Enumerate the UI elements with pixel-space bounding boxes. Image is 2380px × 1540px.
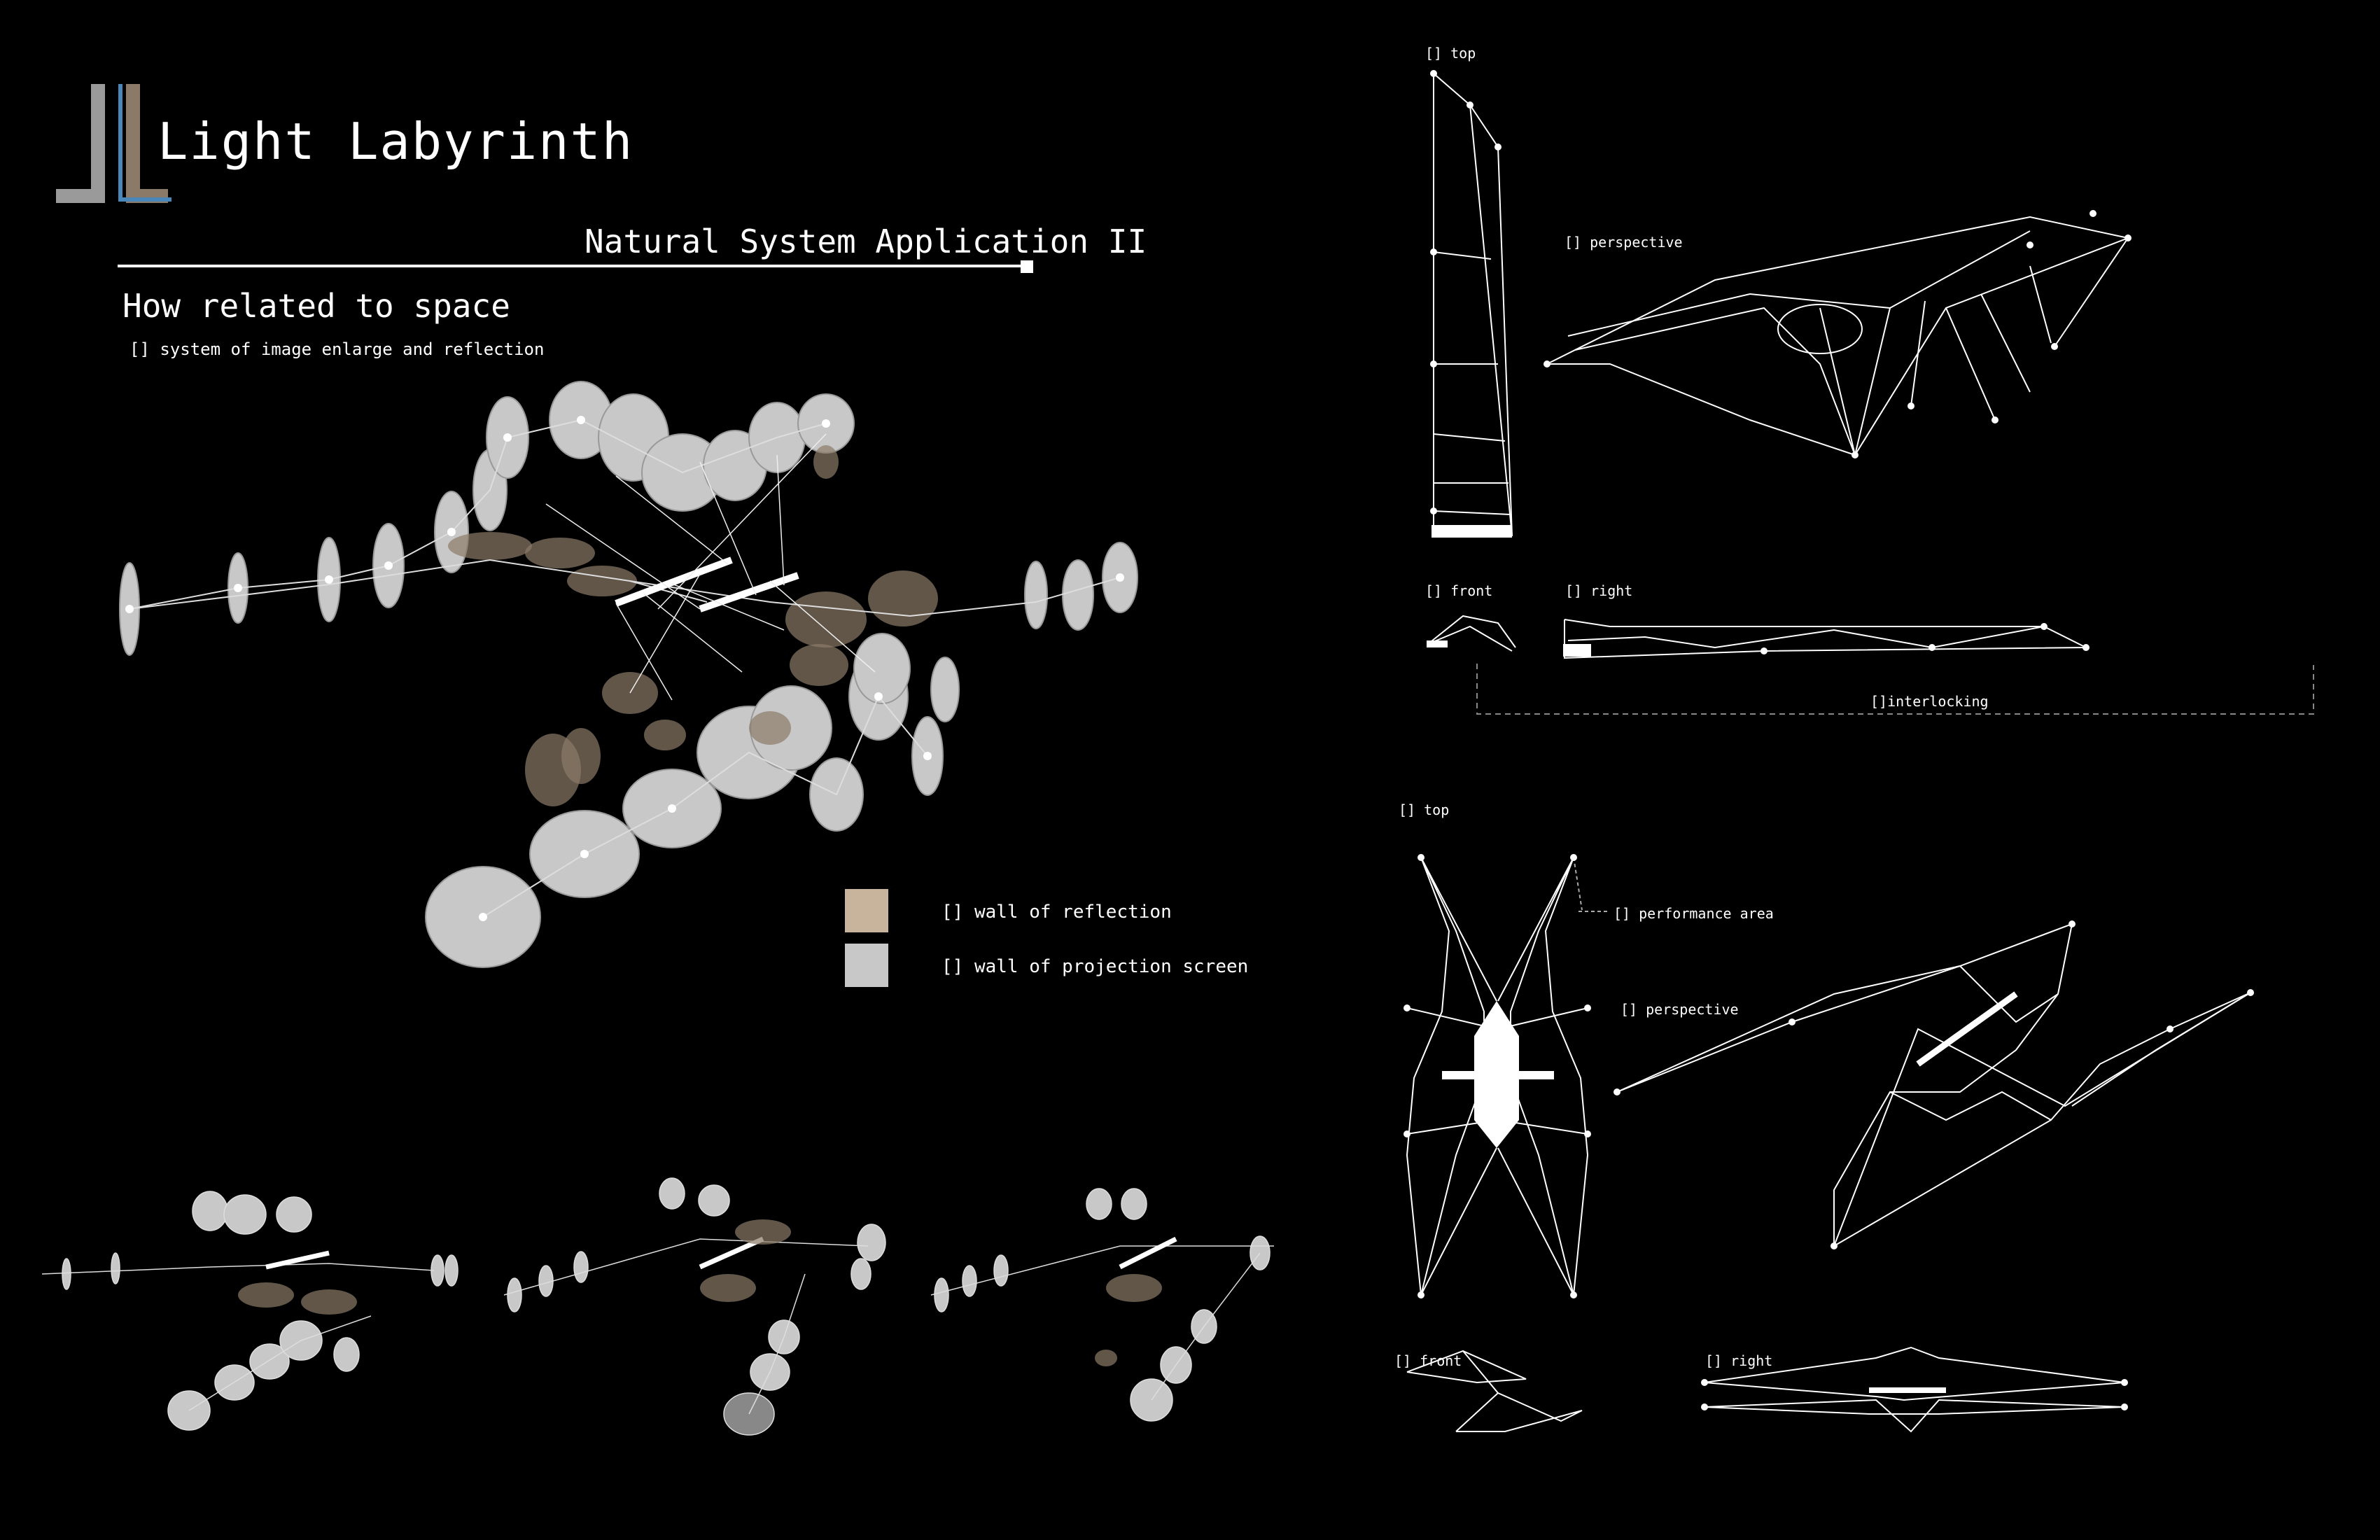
lower-front-label: [] front — [1394, 1352, 1462, 1369]
reflection-disc — [525, 538, 595, 568]
lower-right-drawing — [1701, 1346, 2128, 1433]
page-title: Light Labyrinth — [158, 112, 634, 171]
upper-interlocking-label: []interlocking — [1870, 693, 1989, 710]
reflection-disc — [868, 570, 938, 626]
upper-front-label: [] front — [1425, 582, 1493, 599]
legend-swatch-reflection — [845, 889, 888, 932]
upper-top-drawing — [1430, 70, 1513, 538]
lower-right-label: [] right — [1705, 1352, 1773, 1369]
section-caption: [] system of image enlarge and reflectio… — [130, 340, 545, 359]
upper-top-label: [] top — [1425, 45, 1476, 62]
reflection-disc — [749, 711, 791, 745]
lower-front-drawing — [1406, 1350, 1583, 1432]
reflection-disc — [561, 728, 601, 784]
variant-3 — [930, 1188, 1274, 1422]
legend-label-projection: [] wall of projection screen — [941, 956, 1249, 977]
upper-right-label: [] right — [1565, 582, 1633, 599]
upper-perspective-label: [] perspective — [1564, 234, 1683, 251]
legend-swatch-projection — [845, 944, 888, 987]
projection-disc — [1062, 559, 1094, 631]
legend-label-reflection: [] wall of reflection — [941, 902, 1172, 923]
lower-top-drawing — [1404, 854, 1591, 1298]
section-heading: How related to space — [122, 287, 510, 325]
page-subtitle: Natural System Application II — [584, 223, 1147, 260]
reflection-disc — [813, 445, 839, 479]
reflection-disc — [644, 720, 686, 750]
projection-disc — [1024, 561, 1048, 629]
upper-front-drawing — [1427, 615, 1516, 652]
lower-perspective-drawing — [1614, 920, 2254, 1250]
reflection-disc — [448, 532, 532, 560]
upper-perspective-drawing — [1544, 210, 2132, 458]
reflection-disc — [790, 644, 848, 686]
projection-disc — [930, 657, 960, 722]
lower-top-label: [] top — [1399, 802, 1450, 818]
reflection-disc — [567, 566, 637, 596]
upper-right-drawing — [1563, 619, 2090, 659]
variant-2 — [503, 1177, 886, 1436]
lower-perspective-label: [] perspective — [1620, 1001, 1739, 1018]
projection-disc — [853, 633, 911, 704]
variant-1 — [41, 1191, 458, 1431]
lower-performance-label: [] performance area — [1614, 905, 1774, 922]
